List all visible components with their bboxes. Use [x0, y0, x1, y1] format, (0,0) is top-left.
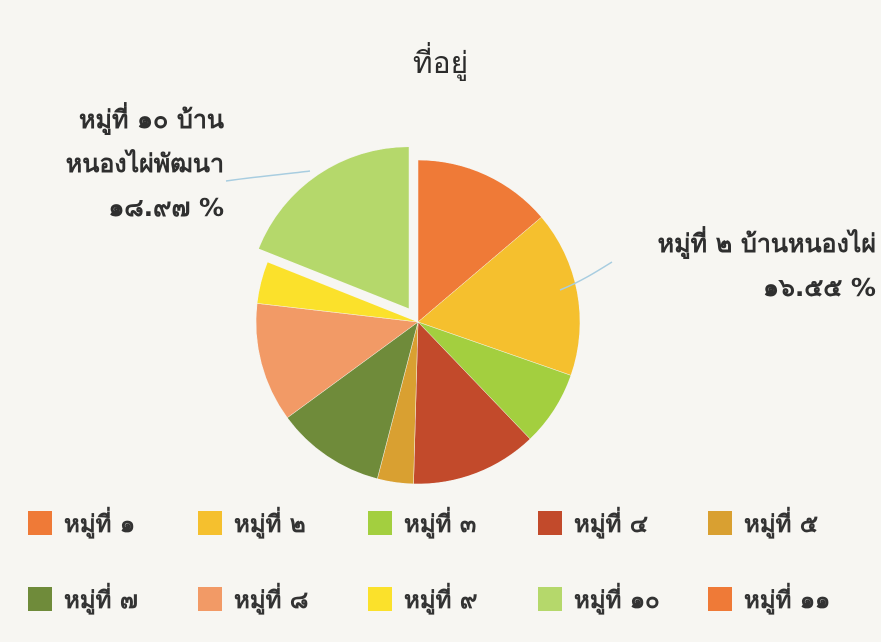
- legend-item: หมู่ที่ ๑๐: [538, 581, 708, 617]
- legend-swatch: [708, 587, 732, 611]
- legend-swatch: [28, 587, 52, 611]
- legend-label: หมู่ที่ ๑๐: [574, 580, 660, 619]
- legend-swatch: [198, 511, 222, 535]
- legend-label: หมู่ที่ ๑: [64, 504, 135, 543]
- legend-item: หมู่ที่ ๑๑: [708, 581, 878, 617]
- legend-item: หมู่ที่ ๑: [28, 505, 198, 541]
- legend-item: หมู่ที่ ๒: [198, 505, 368, 541]
- legend-item: หมู่ที่ ๔: [538, 505, 708, 541]
- annotation-moo-10-percent: ๑๘.๙๗ %: [28, 186, 224, 230]
- legend-item: หมู่ที่ ๕: [708, 505, 878, 541]
- legend-swatch: [28, 511, 52, 535]
- legend-label: หมู่ที่ ๗: [64, 580, 138, 619]
- legend-label: หมู่ที่ ๘: [234, 580, 308, 619]
- legend-item: หมู่ที่ ๗: [28, 581, 198, 617]
- leader-line-left: [226, 171, 310, 181]
- legend-item: หมู่ที่ ๓: [368, 505, 538, 541]
- legend-label: หมู่ที่ ๔: [574, 504, 648, 543]
- legend-swatch: [198, 587, 222, 611]
- legend: หมู่ที่ ๑ หมู่ที่ ๒ หมู่ที่ ๓ หมู่ที่ ๔ …: [28, 505, 878, 617]
- annotation-moo-10-line2: หนองไผ่พัฒนา: [28, 142, 224, 186]
- legend-label: หมู่ที่ ๑๑: [744, 580, 830, 619]
- legend-swatch: [538, 587, 562, 611]
- annotation-moo-2-percent: ๑๖.๕๕ %: [600, 266, 876, 310]
- legend-swatch: [538, 511, 562, 535]
- legend-label: หมู่ที่ ๓: [404, 504, 476, 543]
- legend-item: หมู่ที่ ๙: [368, 581, 538, 617]
- legend-swatch: [708, 511, 732, 535]
- annotation-moo-10-line1: หมู่ที่ ๑๐ บ้าน: [28, 98, 224, 142]
- annotation-moo-10: หมู่ที่ ๑๐ บ้าน หนองไผ่พัฒนา ๑๘.๙๗ %: [28, 98, 224, 230]
- legend-item: หมู่ที่ ๘: [198, 581, 368, 617]
- legend-label: หมู่ที่ ๙: [404, 580, 477, 619]
- annotation-moo-2-line1: หมู่ที่ ๒ บ้านหนองไผ่: [600, 222, 876, 266]
- legend-label: หมู่ที่ ๒: [234, 504, 306, 543]
- legend-swatch: [368, 587, 392, 611]
- legend-label: หมู่ที่ ๕: [744, 504, 818, 543]
- legend-swatch: [368, 511, 392, 535]
- annotation-moo-2: หมู่ที่ ๒ บ้านหนองไผ่ ๑๖.๕๕ %: [600, 222, 876, 310]
